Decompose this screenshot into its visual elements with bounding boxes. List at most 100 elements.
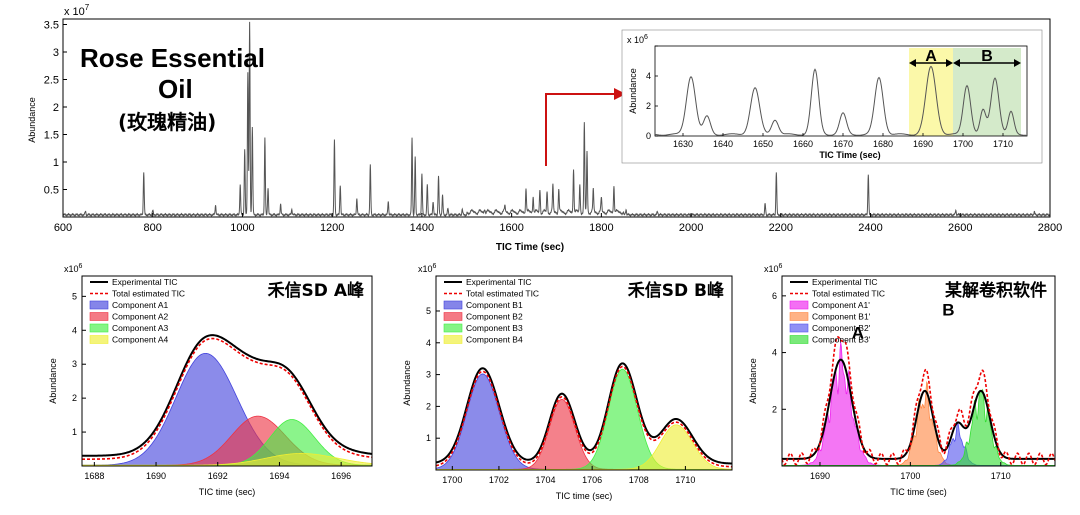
inset-x-tick-label: 1700: [953, 139, 973, 149]
panel-x-tick-label: 1700: [442, 475, 462, 485]
main-y-tick-label: 1: [53, 157, 59, 169]
legend-entry: Component A1': [812, 300, 870, 310]
panel-y-multiplier: x106: [64, 263, 83, 274]
legend-entry: Experimental TIC: [112, 277, 178, 287]
legend-entry: Component B2: [466, 312, 523, 322]
panel-x-tick-label: 1710: [675, 475, 695, 485]
legend-swatch-component: [89, 335, 109, 344]
experimental-tic-line: [82, 334, 372, 457]
legend-entry: Total estimated TIC: [812, 289, 885, 299]
legend-swatch-component: [443, 300, 463, 310]
panel-x-tick-label: 1690: [810, 471, 830, 481]
panel-y-multiplier: x106: [764, 263, 783, 274]
legend-swatch-component: [443, 323, 463, 333]
inset-plot-frame: [654, 45, 1028, 137]
main-x-tick-label: 1200: [320, 222, 344, 234]
inset-x-tick-label: 1640: [713, 139, 733, 149]
panel-x-tick-label: 1710: [991, 471, 1011, 481]
panel-y-axis-label: Abundance: [748, 358, 758, 404]
main-y-axis-label: Abundance: [27, 97, 37, 143]
main-x-tick-label: 600: [54, 222, 72, 234]
panel-x-tick-label: 1696: [331, 471, 351, 481]
component-area: [782, 388, 1055, 466]
panel-x-tick-label: 1694: [269, 471, 289, 481]
main-y-tick-label: 3.5: [44, 20, 59, 32]
legend-entry: Experimental TIC: [466, 277, 532, 287]
inset-x-ticks: 1630 1640 1650 1660 1670 1680 1690 1700 1710: [673, 133, 1013, 149]
range-arrow-head: [946, 59, 953, 67]
main-y-tick-label: 2.5: [44, 75, 59, 87]
panel-y-tick-label: 4: [72, 325, 77, 335]
panel-x-tick-label: 1704: [536, 475, 556, 485]
inset-y-ticks: 0 2 4: [646, 45, 658, 141]
main-title-line2: Oil: [158, 74, 193, 104]
legend-entry: Component B3': [812, 335, 871, 345]
main-x-tick-label: 1800: [589, 222, 613, 234]
panel-y-tick-label: 3: [426, 370, 431, 380]
legend-entry: Total estimated TIC: [466, 289, 539, 299]
main-x-tick-label: 2400: [858, 222, 882, 234]
inset-x-tick-label: 1680: [873, 139, 893, 149]
panel-x-tick-label: 1702: [489, 475, 509, 485]
panel-frame: [781, 275, 1056, 467]
legend-entry: Component B1: [466, 300, 523, 310]
panel-y-axis-label: Abundance: [48, 358, 58, 404]
panel-b: 1700 1702 1704 1706 1708 1710 1 2 3 4 5 TIC time (s…: [402, 263, 733, 501]
component-area: [436, 424, 732, 470]
main-x-tick-label: 1600: [499, 222, 523, 234]
inset-y-multiplier: x 106: [627, 34, 648, 45]
inset-peak-label-b: B: [981, 48, 993, 65]
main-x-tick-label: 1000: [230, 222, 254, 234]
main-x-tick-label: 800: [144, 222, 162, 234]
main-chart: 600 800 1000 1200 1400 1600 1800 2000 2200 2400 26…: [27, 3, 1062, 253]
main-x-tick-label: 2600: [948, 222, 972, 234]
panel-x-axis-label: TIC time (sec): [890, 487, 947, 497]
main-y-multiplier: x 107: [64, 3, 90, 18]
estimated-tic-line: [782, 336, 1055, 466]
inset-peak-label-a: A: [925, 48, 937, 65]
inset-x-tick-label: 1650: [753, 139, 773, 149]
legend-entry: Component B3: [466, 323, 523, 333]
main-tic-trace: [62, 21, 1051, 218]
panel-x-tick-label: 1700: [900, 471, 920, 481]
range-arrow-head: [953, 59, 960, 67]
panel-y-multiplier: x106: [418, 263, 437, 274]
range-arrow-head: [1014, 59, 1021, 67]
zoom-arrow: [545, 93, 616, 166]
main-title-line3: (玫瑰精油): [118, 110, 216, 134]
inset-range-arrows: [909, 59, 1021, 67]
panel-c: 1690 1700 1710 2 4 6 TIC time (sec) Abundance x1…: [748, 263, 1056, 497]
legend-entry: Component B2': [812, 323, 871, 333]
estimated-tic-line: [82, 337, 372, 460]
panel-x-tick-label: 1688: [84, 471, 104, 481]
inset-x-axis-label: TIC Time (sec): [819, 150, 880, 160]
inset-y-tick-label: 2: [646, 101, 651, 111]
component-area: [82, 453, 372, 466]
panel-frame: [81, 275, 373, 467]
legend-entry: Component B4: [466, 335, 523, 345]
legend-entry: Component A1: [112, 300, 169, 310]
main-y-tick-label: 3: [53, 47, 59, 59]
panel-x-axis-label: TIC time (sec): [199, 487, 256, 497]
inset-y-tick-label: 4: [646, 71, 651, 81]
legend-entry: Component B1': [812, 312, 871, 322]
inset-y-tick-label: 0: [646, 131, 651, 141]
inset-x-tick-label: 1630: [673, 139, 693, 149]
panel-y-tick-label: 1: [72, 427, 77, 437]
panel-plot-area: [82, 334, 372, 466]
main-x-tick-label: 2200: [769, 222, 793, 234]
main-x-axis-label: TIC Time (sec): [496, 242, 564, 253]
inset-x-tick-label: 1670: [833, 139, 853, 149]
inset-x-tick-label: 1690: [913, 139, 933, 149]
panel-y-tick-label: 6: [772, 291, 777, 301]
panel-plot-area: [782, 336, 1055, 466]
inset-tic-trace: [654, 65, 1027, 136]
panel-x-tick-label: 1706: [582, 475, 602, 485]
panel-y-tick-label: 1: [426, 433, 431, 443]
panel-x-tick-label: 1690: [146, 471, 166, 481]
legend-swatch-component: [89, 300, 109, 310]
inset-x-tick-label: 1660: [793, 139, 813, 149]
peak-label-b: B: [942, 301, 954, 320]
main-y-tick-label: 1.5: [44, 130, 59, 142]
panel-plot-area: [436, 362, 732, 470]
